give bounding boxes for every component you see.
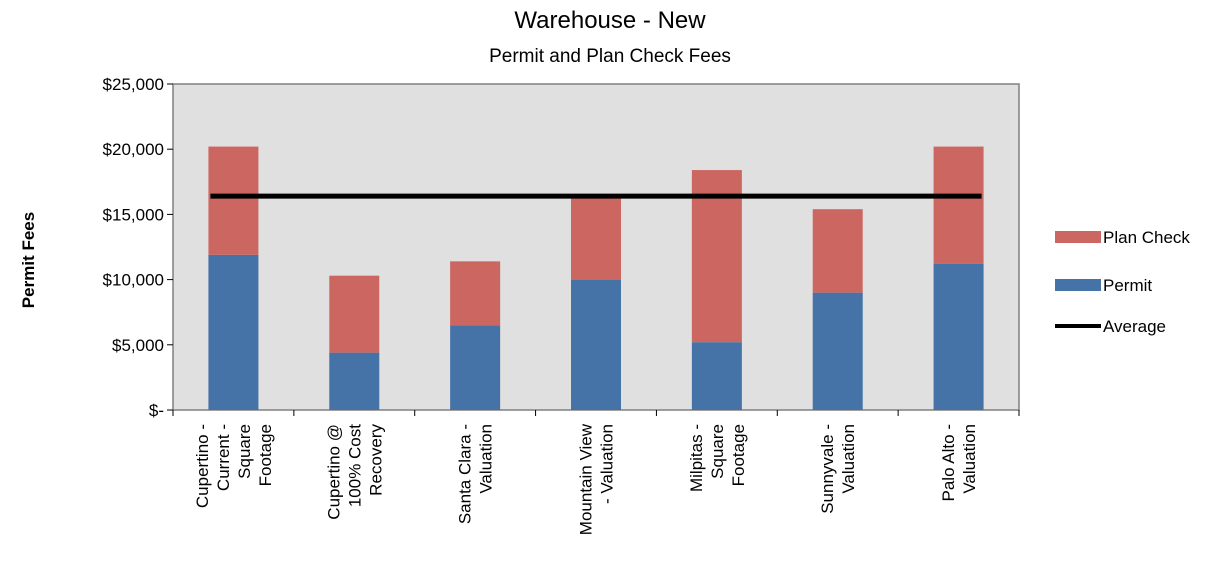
x-category-label-line: Valuation: [960, 424, 979, 494]
x-category-label-line: Palo Alto -: [939, 424, 958, 502]
plot-area: $- $5,000 $10,000 $15,000 $20,000 $25,000 Cupe…: [103, 75, 1020, 535]
y-tick-label: $10,000: [103, 271, 164, 290]
legend-swatch: [1055, 279, 1101, 291]
chart-title: Warehouse - New: [514, 7, 706, 34]
x-category-label-line: Milpitas -: [687, 424, 706, 492]
y-tick-label: $-: [149, 401, 164, 420]
x-category-label-line: Footage: [729, 424, 748, 486]
x-category-label-line: Current -: [214, 424, 233, 491]
bar-plan-check: [329, 275, 380, 353]
x-category-label-line: Cupertino @: [324, 424, 343, 520]
x-category-label-line: Sunnyvale -: [818, 424, 837, 514]
bar-permit: [208, 254, 259, 410]
bar-permit: [812, 292, 863, 410]
y-axis-label: Permit Fees: [19, 212, 38, 308]
legend-label: Permit: [1103, 276, 1152, 295]
bar-plan-check: [933, 146, 984, 264]
x-category-label-line: Valuation: [477, 424, 496, 494]
legend-label: Average: [1103, 317, 1166, 336]
legend: Plan Check Permit Average: [1055, 228, 1190, 336]
bar-permit: [450, 325, 501, 410]
x-category-label-line: Cupertino -: [193, 424, 212, 508]
bar-plan-check: [208, 146, 259, 255]
x-category-label: Sunnyvale - Valuation: [818, 424, 858, 514]
x-category-label: Palo Alto - Valuation: [939, 424, 979, 502]
x-category-label: Cupertino @100% Cost Recovery: [324, 424, 385, 520]
x-category-label-line: Santa Clara -: [456, 424, 475, 524]
bar-permit: [571, 279, 621, 410]
bar-plan-check: [812, 209, 863, 293]
x-category-label-line: Valuation: [839, 424, 858, 494]
x-category-label: Mountain View - Valuation: [577, 423, 617, 535]
legend-label: Plan Check: [1103, 228, 1190, 247]
bar-permit: [329, 352, 380, 410]
chart-subtitle: Permit and Plan Check Fees: [489, 46, 731, 67]
x-category-label-line: Recovery: [366, 424, 385, 496]
x-category-label-line: - Valuation: [598, 424, 617, 504]
y-tick-label: $15,000: [103, 205, 164, 224]
x-category-label: Cupertino - Current - Square Footage: [193, 424, 275, 508]
bar-plan-check: [571, 196, 621, 280]
y-tick-label: $25,000: [103, 75, 164, 94]
x-category-label: Milpitas - Square Footage: [687, 424, 748, 492]
bar-plan-check: [450, 261, 501, 326]
y-tick-label: $20,000: [103, 140, 164, 159]
x-category-label: Santa Clara - Valuation: [456, 424, 496, 524]
bar-permit: [691, 342, 742, 410]
bar-plan-check: [691, 170, 742, 343]
x-category-label-line: Footage: [256, 424, 275, 486]
x-category-label-line: Square: [708, 424, 727, 479]
y-tick-label: $5,000: [112, 336, 164, 355]
x-category-label-line: Mountain View: [577, 423, 596, 535]
x-category-label-line: 100% Cost: [345, 424, 364, 507]
x-category-label-line: Square: [235, 424, 254, 479]
bar-permit: [933, 263, 984, 410]
legend-swatch: [1055, 231, 1101, 243]
